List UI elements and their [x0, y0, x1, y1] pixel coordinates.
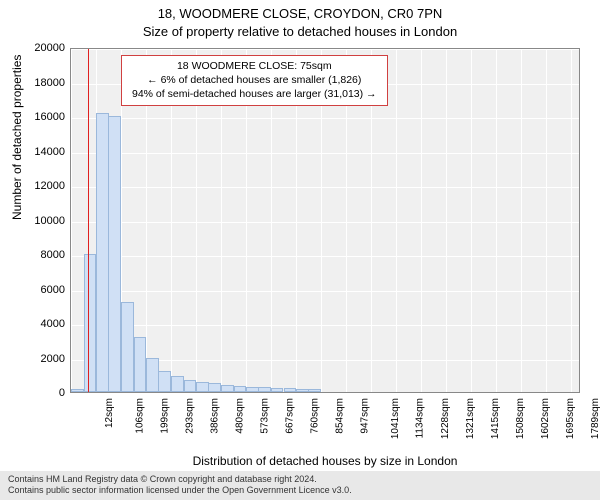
- y-tick-label: 6000: [5, 284, 65, 296]
- grid-line-v: [471, 49, 472, 392]
- histogram-bar: [96, 113, 109, 392]
- y-tick-label: 14000: [5, 146, 65, 158]
- chart-title-sub: Size of property relative to detached ho…: [0, 24, 600, 39]
- y-tick-label: 8000: [5, 249, 65, 261]
- histogram-bar: [184, 380, 197, 392]
- y-tick-label: 2000: [5, 353, 65, 365]
- histogram-bar: [296, 389, 309, 392]
- x-tick-label: 12sqm: [104, 398, 115, 428]
- y-tick-label: 4000: [5, 318, 65, 330]
- x-tick-label: 293sqm: [185, 398, 196, 434]
- annotation-box: 18 WOODMERE CLOSE: 75sqm← 6% of detached…: [121, 55, 388, 106]
- x-tick-label: 1041sqm: [390, 398, 401, 439]
- plot-area: 18 WOODMERE CLOSE: 75sqm← 6% of detached…: [70, 48, 580, 393]
- x-tick-label: 106sqm: [135, 398, 146, 434]
- grid-line-h: [71, 291, 579, 292]
- y-tick-label: 18000: [5, 77, 65, 89]
- grid-line-h: [71, 394, 579, 395]
- histogram-bar: [246, 387, 259, 392]
- histogram-bar: [158, 371, 171, 392]
- footer: Contains HM Land Registry data © Crown c…: [0, 471, 600, 500]
- x-axis-label: Distribution of detached houses by size …: [70, 454, 580, 468]
- histogram-bar: [271, 388, 284, 392]
- x-tick-label: 573sqm: [260, 398, 271, 434]
- annotation-line-1: 18 WOODMERE CLOSE: 75sqm: [132, 59, 377, 73]
- histogram-bar: [234, 386, 247, 392]
- x-tick-label: 1415sqm: [490, 398, 501, 439]
- y-tick-label: 12000: [5, 180, 65, 192]
- x-tick-label: 1695sqm: [565, 398, 576, 439]
- histogram-bar: [284, 388, 297, 392]
- histogram-bar: [108, 116, 121, 392]
- y-tick-label: 0: [5, 387, 65, 399]
- chart-container: 18, WOODMERE CLOSE, CROYDON, CR0 7PN Siz…: [0, 0, 600, 500]
- grid-line-h: [71, 325, 579, 326]
- histogram-bar: [258, 387, 271, 392]
- histogram-bar: [121, 302, 134, 392]
- x-tick-label: 1228sqm: [440, 398, 451, 439]
- grid-line-v: [396, 49, 397, 392]
- histogram-bar: [308, 389, 321, 392]
- x-tick-label: 480sqm: [235, 398, 246, 434]
- chart-title-main: 18, WOODMERE CLOSE, CROYDON, CR0 7PN: [0, 6, 600, 21]
- grid-line-v: [421, 49, 422, 392]
- x-tick-label: 1602sqm: [540, 398, 551, 439]
- histogram-bar: [196, 382, 209, 392]
- x-tick-label: 1321sqm: [465, 398, 476, 439]
- histogram-bar: [71, 389, 84, 392]
- grid-line-h: [71, 49, 579, 50]
- annotation-line-3: 94% of semi-detached houses are larger (…: [132, 87, 377, 101]
- x-tick-label: 1134sqm: [414, 398, 425, 438]
- histogram-bar: [84, 254, 97, 392]
- histogram-bar: [171, 376, 184, 392]
- y-tick-label: 20000: [5, 42, 65, 54]
- annotation-line-2: ← 6% of detached houses are smaller (1,8…: [132, 73, 377, 87]
- reference-line: [88, 49, 89, 392]
- x-tick-label: 760sqm: [310, 398, 321, 434]
- histogram-bar: [134, 337, 147, 392]
- y-tick-label: 10000: [5, 215, 65, 227]
- grid-line-h: [71, 187, 579, 188]
- grid-line-v: [571, 49, 572, 392]
- histogram-bar: [221, 385, 234, 392]
- grid-line-v: [71, 49, 72, 392]
- y-tick-label: 16000: [5, 111, 65, 123]
- grid-line-h: [71, 153, 579, 154]
- footer-line-1: Contains HM Land Registry data © Crown c…: [8, 474, 592, 486]
- x-tick-label: 947sqm: [359, 398, 370, 434]
- x-tick-label: 1508sqm: [515, 398, 526, 439]
- histogram-bar: [208, 383, 221, 392]
- grid-line-h: [71, 118, 579, 119]
- grid-line-v: [521, 49, 522, 392]
- x-tick-label: 667sqm: [285, 398, 296, 434]
- grid-line-v: [546, 49, 547, 392]
- x-tick-label: 199sqm: [160, 398, 171, 434]
- grid-line-h: [71, 256, 579, 257]
- histogram-bar: [146, 358, 159, 393]
- grid-line-v: [446, 49, 447, 392]
- grid-line-h: [71, 222, 579, 223]
- footer-line-2: Contains public sector information licen…: [8, 485, 592, 497]
- x-tick-label: 1789sqm: [590, 398, 600, 439]
- x-tick-label: 854sqm: [335, 398, 346, 434]
- grid-line-v: [496, 49, 497, 392]
- x-tick-label: 386sqm: [210, 398, 221, 434]
